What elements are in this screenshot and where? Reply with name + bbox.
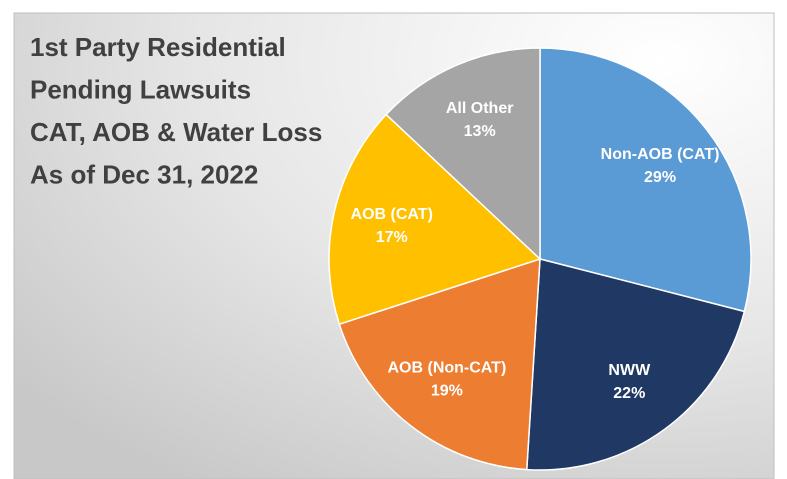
pie-slice (385, 47, 541, 261)
slice-value-label: 29% (644, 169, 676, 186)
pie-slice (338, 257, 541, 471)
slice-label: AOB (Non-CAT) (387, 359, 506, 376)
title-line: 1st Party Residential (30, 32, 286, 62)
pie-slice (328, 113, 542, 326)
slice-value-label: 13% (464, 123, 496, 140)
slice-value-label: 19% (431, 382, 463, 399)
title-line: As of Dec 31, 2022 (30, 159, 258, 189)
slice-label: NWW (608, 362, 651, 379)
pie: Non-AOB (CAT) 29% NWW 22% AOB (Non-CAT) 19% AO… (328, 47, 752, 471)
slice-label: AOB (CAT) (351, 206, 433, 223)
pie-slice (539, 47, 752, 313)
slice-label: Non-AOB (CAT) (601, 146, 720, 163)
slice-value-label: 22% (613, 385, 645, 402)
slice-value-label: 17% (376, 229, 408, 246)
title: 1st Party Residential Pending Lawsuits CAT… (30, 32, 322, 190)
pie-slice (525, 258, 746, 471)
title-line: Pending Lawsuits (30, 74, 251, 104)
slice-label: All Other (446, 100, 514, 117)
title-line: CAT, AOB & Water Loss (30, 117, 322, 147)
